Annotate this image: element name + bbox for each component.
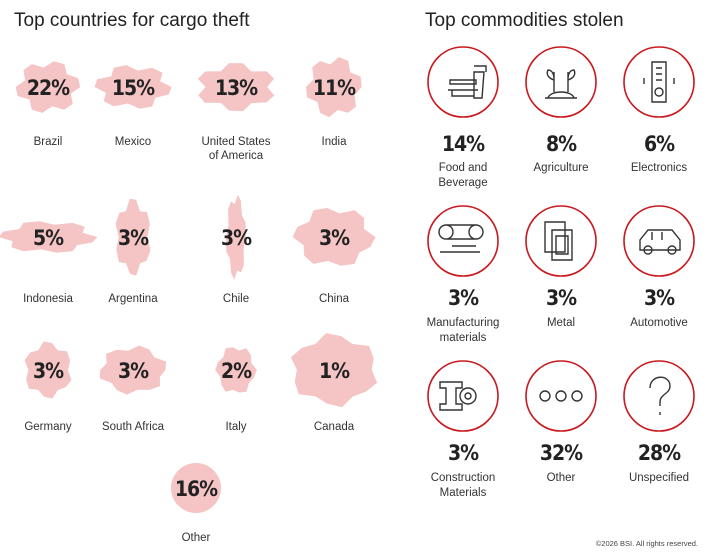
section-title: Top countries for cargo theft xyxy=(14,10,250,31)
country-shape xyxy=(290,333,378,408)
commodity-name: Manufacturing xyxy=(427,317,500,329)
commodity-icon xyxy=(649,376,671,415)
country-shape xyxy=(306,57,362,118)
commodity-name: Unspecified xyxy=(629,472,689,484)
percent: 3% xyxy=(118,359,149,383)
country-name: Chile xyxy=(223,293,249,305)
country-name: Brazil xyxy=(34,136,63,148)
percent: 15% xyxy=(112,76,155,100)
country-name: Canada xyxy=(314,421,355,433)
percent: 3% xyxy=(448,286,479,310)
commodity-ring xyxy=(623,46,695,118)
country-name: Argentina xyxy=(108,293,158,305)
country-shape xyxy=(24,341,72,399)
country-name: Indonesia xyxy=(23,293,73,305)
percent: 13% xyxy=(215,76,258,100)
commodity-icon xyxy=(438,224,484,253)
percent: 3% xyxy=(319,226,350,250)
country-name: Mexico xyxy=(115,136,151,148)
country-shape xyxy=(115,198,151,276)
commodity-ring xyxy=(525,205,597,277)
percent: 2% xyxy=(221,359,252,383)
commodity-ring xyxy=(623,205,695,277)
percent: 8% xyxy=(546,132,577,156)
commodity-icon xyxy=(643,61,675,103)
percent: 11% xyxy=(313,76,356,100)
other-shape xyxy=(171,463,221,513)
commodity-ring xyxy=(427,46,499,118)
country-name: United States xyxy=(201,136,270,148)
commodity-icon xyxy=(539,390,583,402)
commodity-name: Other xyxy=(547,472,576,484)
country-name: Italy xyxy=(225,421,246,433)
percent: 5% xyxy=(33,226,64,250)
commodity-icon xyxy=(639,229,681,255)
commodity-icon xyxy=(439,381,477,411)
commodity-name: Automotive xyxy=(630,317,688,329)
commodity-name: Metal xyxy=(547,317,575,329)
percent: 16% xyxy=(175,477,218,501)
country-shape xyxy=(226,194,246,280)
percent: 3% xyxy=(221,226,252,250)
commodity-name: Materials xyxy=(440,487,487,499)
country-shape xyxy=(15,61,81,113)
country-shape xyxy=(99,345,167,395)
country-shape xyxy=(197,63,275,112)
country-name: Other xyxy=(182,532,211,544)
commodity-icon xyxy=(545,69,577,99)
percent: 3% xyxy=(33,359,64,383)
country-name: China xyxy=(319,293,350,305)
percent: 28% xyxy=(638,441,681,465)
percent: 3% xyxy=(644,286,675,310)
country-name: India xyxy=(322,136,348,148)
commodity-name: Agriculture xyxy=(534,162,589,174)
percent: 22% xyxy=(27,76,70,100)
commodity-name: Beverage xyxy=(438,177,487,189)
commodity-ring xyxy=(525,46,597,118)
footer: ©2026 BSI. All rights reserved. xyxy=(596,539,698,548)
country-shape xyxy=(94,65,172,109)
percent: 3% xyxy=(448,441,479,465)
commodity-ring xyxy=(525,360,597,432)
country-name: Germany xyxy=(24,421,72,433)
country-shape xyxy=(0,221,98,253)
commodity-ring xyxy=(427,205,499,277)
commodity-ring xyxy=(623,360,695,432)
commodity-ring xyxy=(427,360,499,432)
percent: 1% xyxy=(319,359,350,383)
commodity-name: Construction xyxy=(431,472,496,484)
commodity-icon xyxy=(448,65,487,99)
country-name: South Africa xyxy=(102,421,165,433)
percent: 32% xyxy=(540,441,583,465)
country-shape xyxy=(215,347,257,393)
commodity-name: Food and xyxy=(439,162,488,174)
percent: 3% xyxy=(546,286,577,310)
commodity-icon xyxy=(544,221,573,261)
country-shape xyxy=(292,208,376,266)
percent: 14% xyxy=(442,132,485,156)
commodity-name: materials xyxy=(440,332,487,344)
percent: 3% xyxy=(118,226,149,250)
country-name: of America xyxy=(209,150,264,162)
percent: 6% xyxy=(644,132,675,156)
section-title: Top commodities stolen xyxy=(425,10,624,31)
commodity-name: Electronics xyxy=(631,162,687,174)
